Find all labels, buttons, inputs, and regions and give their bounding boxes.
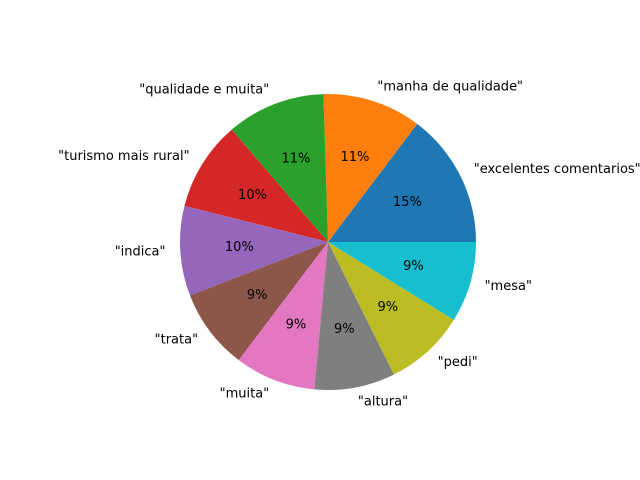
- pie-slice-1: [328, 123, 476, 242]
- slice-label-2: "manha de qualidade": [377, 79, 523, 94]
- pie-slice-6: [189, 242, 328, 361]
- pie-slice-9: [328, 242, 454, 375]
- slice-label-10: "mesa": [485, 279, 532, 294]
- pie-slice-7: [238, 242, 328, 390]
- slice-label-6: "trata": [155, 333, 198, 348]
- pie-slice-4: [184, 129, 328, 242]
- pie-slice-3: [231, 94, 328, 242]
- slice-percent-10: 9%: [403, 259, 424, 274]
- slice-percent-6: 9%: [247, 288, 268, 303]
- slice-label-4: "turismo mais rural": [58, 149, 189, 164]
- slice-label-3: "qualidade e muita": [139, 83, 269, 98]
- pie-slices: [180, 94, 476, 390]
- pie-slice-5: [180, 205, 328, 296]
- pie-slice-8: [314, 242, 394, 390]
- pie-slice-10: [328, 242, 476, 320]
- slice-label-5: "indica": [115, 245, 166, 260]
- pie-slice-2: [323, 94, 418, 242]
- slice-percent-3: 11%: [281, 152, 310, 167]
- slice-percent-1: 15%: [393, 195, 422, 210]
- pie-labels: "excelentes comentarios" 15% "manha de qua…: [58, 79, 640, 409]
- slice-percent-8: 9%: [334, 322, 355, 337]
- slice-percent-4: 10%: [238, 188, 267, 203]
- slice-label-9: "pedi": [438, 355, 478, 370]
- slice-percent-7: 9%: [286, 317, 307, 332]
- slice-percent-2: 11%: [340, 150, 369, 165]
- slice-label-1: "excelentes comentarios": [474, 162, 640, 177]
- slice-percent-9: 9%: [378, 300, 399, 315]
- slice-percent-5: 10%: [225, 240, 254, 255]
- slice-label-8: "altura": [358, 395, 408, 410]
- slice-label-7: "muita": [220, 386, 270, 401]
